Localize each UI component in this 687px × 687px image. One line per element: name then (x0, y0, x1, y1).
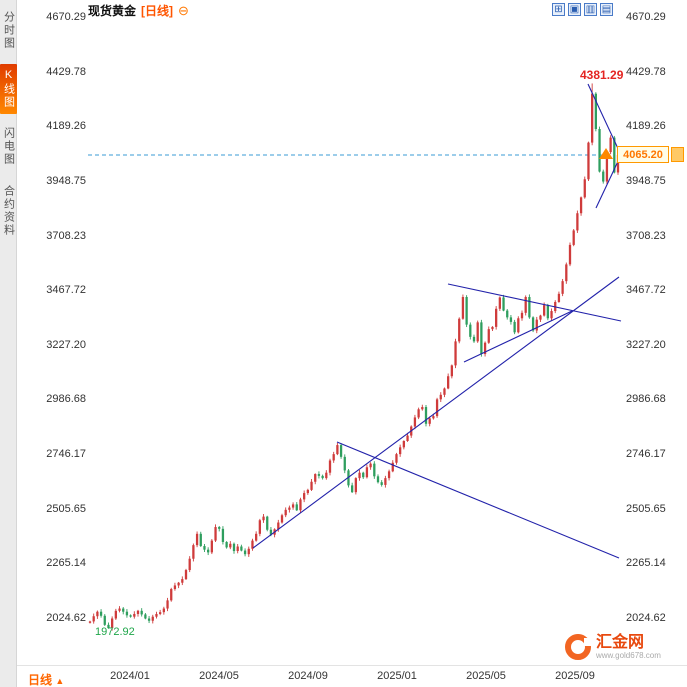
period-tab-daily[interactable]: 日线 ▲ (28, 671, 64, 687)
x-tick: 2024/01 (110, 670, 150, 682)
sidebar-item-contract-info[interactable]: 合约资料 (2, 185, 15, 237)
period-tab-label: 日线 (28, 673, 53, 687)
symbol-title: 现货黄金 (88, 4, 137, 18)
y-tick: 4670.29 (46, 11, 86, 23)
watermark-site: www.gold678.com (596, 650, 661, 660)
y-tick: 3227.20 (626, 338, 666, 351)
y-tick: 2024.62 (46, 611, 86, 624)
chart-toolbar: ⊞ ▣ ▥ ▤ (552, 3, 613, 16)
settings-icon[interactable]: ⊖ (178, 3, 189, 18)
y-axis-right: 4670.29 4429.78 4189.26 3948.75 3708.23 … (626, 11, 686, 624)
x-tick: 2025/01 (377, 670, 417, 682)
y-tick: 2986.68 (626, 393, 666, 406)
y-tick: 2505.65 (46, 502, 86, 515)
sidebar-item-lightning-chart[interactable]: 闪电图 (2, 127, 15, 166)
overlay-compare-icon[interactable]: ▥ (584, 3, 597, 16)
y-tick: 4189.26 (46, 120, 86, 133)
y-tick: 4189.26 (626, 120, 666, 133)
x-tick: 2024/09 (288, 670, 328, 682)
chevron-up-icon: ▲ (55, 676, 65, 686)
y-tick: 3948.75 (46, 174, 86, 187)
y-tick: 2265.14 (626, 557, 666, 570)
y-tick: 2746.17 (626, 448, 666, 460)
y-tick: 3227.20 (46, 338, 86, 351)
watermark-brand: 汇金网 (596, 634, 645, 651)
y-tick: 3467.72 (46, 284, 86, 297)
y-tick: 2265.14 (46, 557, 86, 570)
sidebar: 分时图 K线图 闪电图 合约资料 (0, 0, 17, 687)
x-tick: 2025/05 (466, 670, 506, 682)
single-pane-icon[interactable]: ▣ (568, 3, 581, 16)
y-tick: 3948.75 (626, 174, 666, 187)
y-tick: 3708.23 (626, 229, 666, 242)
period-label: [日线] (141, 4, 174, 18)
y-tick: 4670.29 (626, 11, 666, 23)
chart-header: 现货黄金 [日线] ⊖ (88, 3, 189, 18)
y-tick: 4429.78 (626, 65, 666, 78)
trendlines[interactable] (252, 83, 622, 559)
sidebar-item-kline-chart[interactable]: K线图 (0, 64, 17, 114)
y-tick: 2024.62 (626, 611, 666, 624)
x-tick: 2025/09 (555, 670, 595, 682)
last-price-tag: 4065.20 (617, 146, 669, 163)
candles (88, 83, 620, 631)
price-axis-drag-handle[interactable] (671, 147, 684, 162)
indicator-panel-icon[interactable]: ▤ (600, 3, 613, 16)
y-tick: 4429.78 (46, 65, 86, 78)
x-tick: 2024/05 (199, 670, 239, 682)
y-axis-left: 4670.29 4429.78 4189.26 3948.75 3708.23 … (26, 11, 86, 624)
huijin-logo-icon (565, 634, 592, 661)
high-price-label: 4381.29 (580, 68, 624, 82)
price-marker-icon (599, 148, 613, 159)
watermark: 汇金网 www.gold678.com (565, 634, 661, 661)
y-tick: 2986.68 (46, 393, 86, 406)
y-tick: 3467.72 (626, 284, 666, 297)
grid-layout-icon[interactable]: ⊞ (552, 3, 565, 16)
y-tick: 2746.17 (46, 448, 86, 460)
y-tick: 3708.23 (46, 229, 86, 242)
sidebar-item-time-chart[interactable]: 分时图 (2, 11, 15, 50)
axis-separator (17, 665, 687, 666)
low-price-label: 1972.92 (95, 626, 135, 638)
y-tick: 2505.65 (626, 502, 666, 515)
